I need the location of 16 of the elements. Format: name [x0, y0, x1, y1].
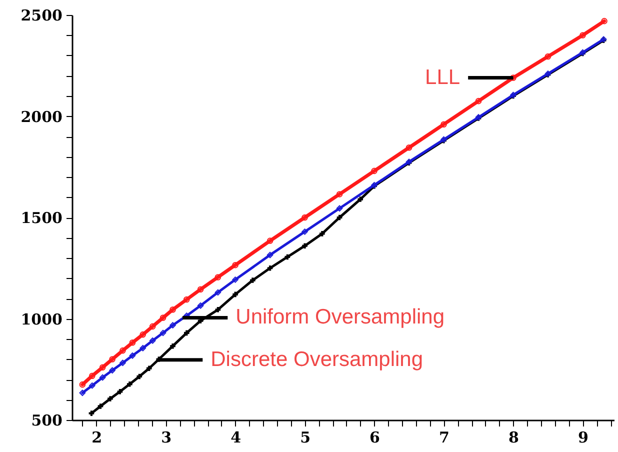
x-tick-label: 4	[230, 428, 242, 446]
annotation: LLL	[425, 66, 460, 89]
x-tick-label: 6	[370, 428, 380, 446]
x-tick-label: 2	[92, 428, 102, 446]
y-tick-label: 1000	[20, 310, 62, 328]
x-tick-label: 7	[439, 428, 450, 446]
y-tick-label: 2500	[20, 6, 62, 24]
x-tick-label: 9	[578, 428, 588, 446]
y-tick-label: 1500	[20, 209, 62, 227]
annotation: Discrete Oversampling	[210, 348, 424, 371]
x-tick-label: 8	[508, 428, 519, 446]
annotation: Uniform Oversampling	[236, 306, 445, 329]
x-tick-label: 3	[161, 428, 172, 446]
y-tick-label: 500	[31, 412, 62, 430]
y-tick-label: 2000	[20, 108, 62, 126]
x-tick-label: 5	[300, 428, 310, 446]
